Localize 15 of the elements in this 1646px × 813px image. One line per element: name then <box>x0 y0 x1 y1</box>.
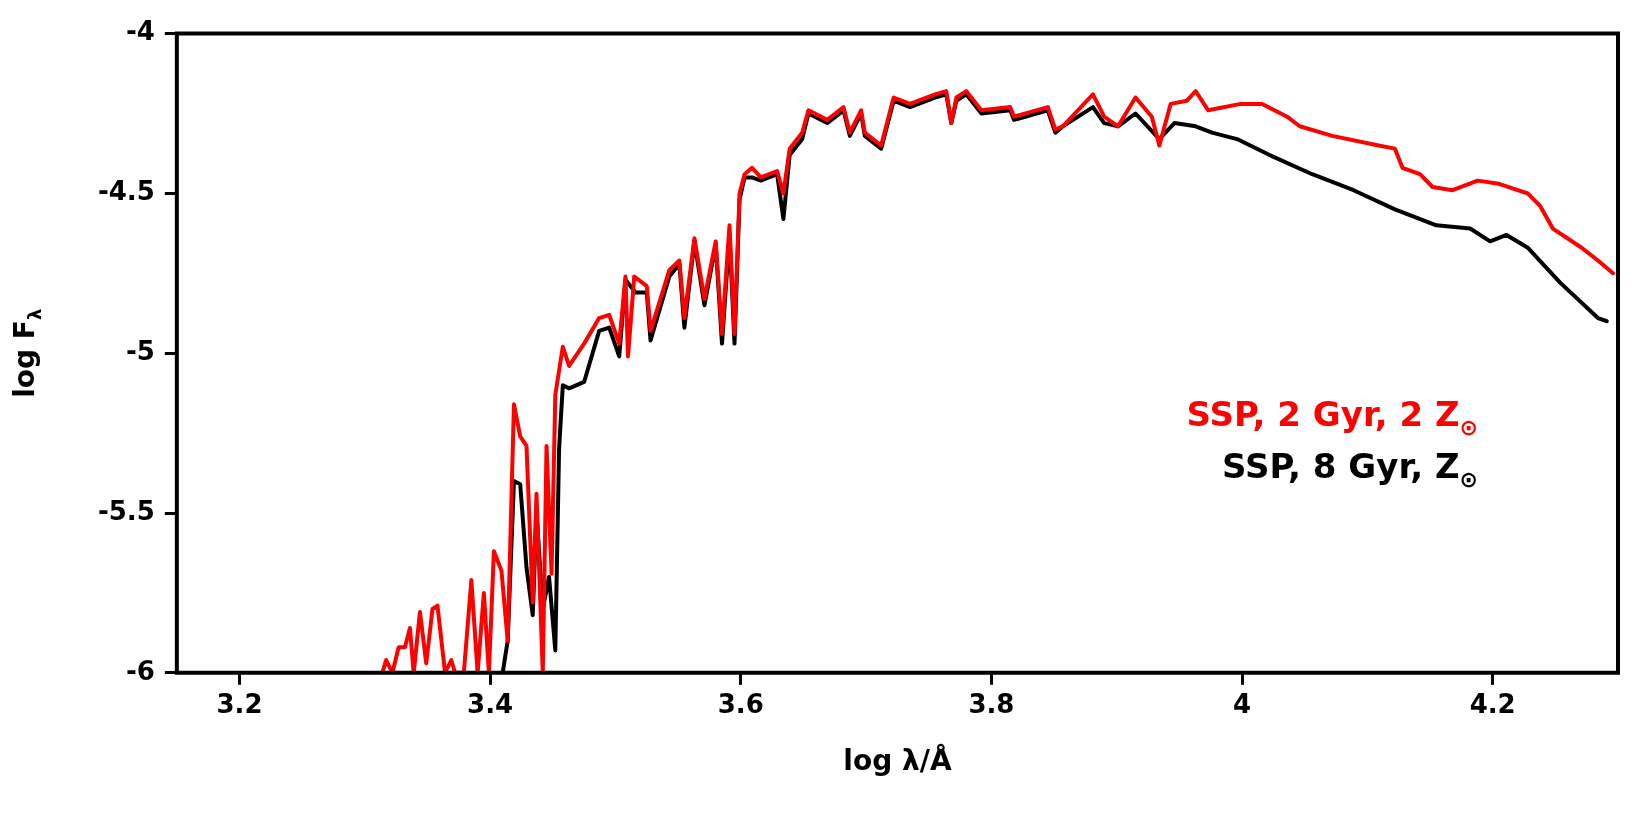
x-axis-title: log λ/Å <box>843 743 952 778</box>
x-tick-label: 3.2 <box>216 689 263 720</box>
y-tick-label: -4.5 <box>97 176 155 207</box>
x-tick-label: 3.6 <box>717 689 764 720</box>
x-tick-label: 4.2 <box>1469 689 1516 720</box>
y-axis-title: log Fλ <box>8 308 46 398</box>
x-tick-label: 3.8 <box>968 689 1015 720</box>
y-tick-label: -6 <box>125 655 155 686</box>
text: SSP, 8 Gyr, Z⊙ <box>1221 445 1478 492</box>
y-tick-label: -5 <box>125 335 155 366</box>
x-tick-label: 4 <box>1233 689 1252 720</box>
y-tick-label: -5.5 <box>97 495 155 526</box>
y-tick-label: -4 <box>125 16 155 47</box>
text: SSP, 2 Gyr, 2 Z⊙ <box>1186 393 1478 440</box>
x-tick-label: 3.4 <box>467 689 514 720</box>
